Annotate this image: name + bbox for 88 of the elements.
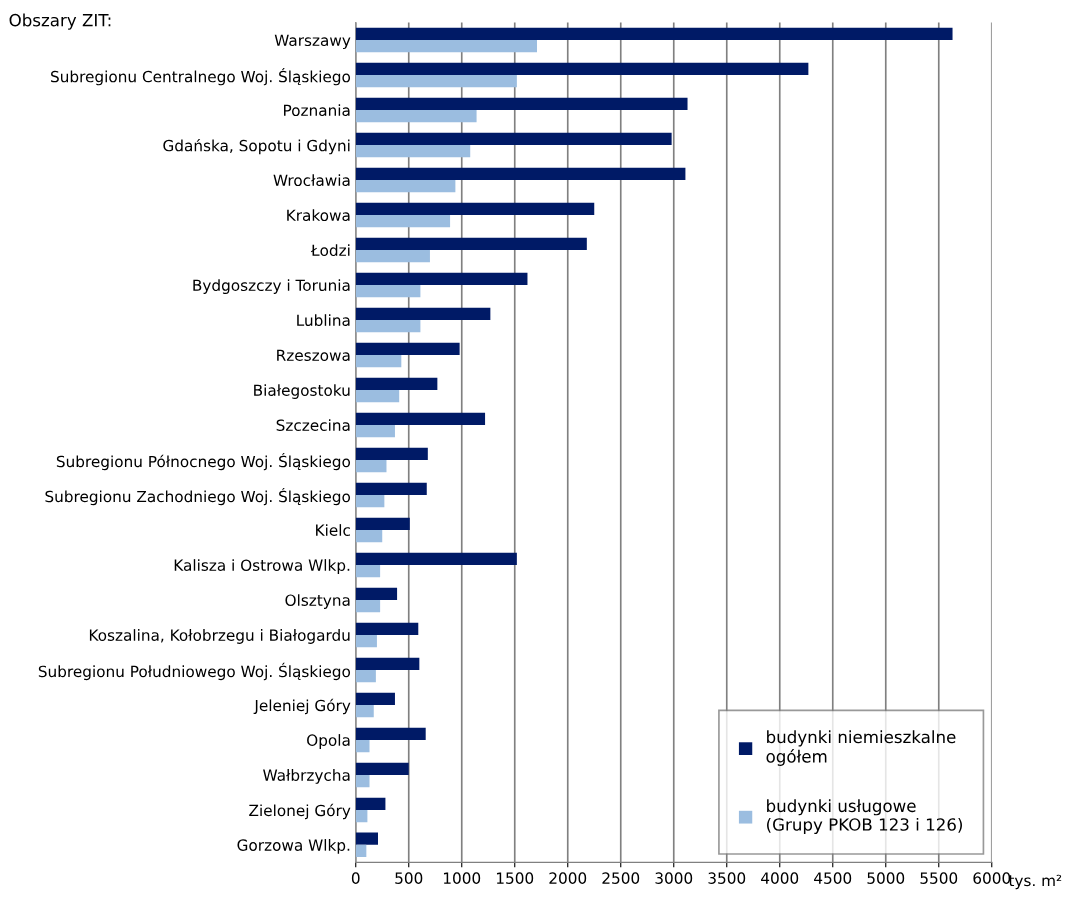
x-tick-label: 6000 bbox=[973, 872, 1011, 884]
bar bbox=[355, 389, 400, 403]
bar bbox=[355, 564, 381, 578]
y-tick-label: Gorzowa Wlkp. bbox=[237, 839, 350, 854]
bar bbox=[355, 459, 387, 473]
bar bbox=[355, 669, 376, 683]
bar bbox=[355, 552, 517, 565]
bar bbox=[355, 412, 486, 425]
bar bbox=[355, 215, 451, 228]
x-tick-label: 4000 bbox=[761, 872, 799, 884]
bar bbox=[355, 447, 428, 460]
x-tick-label: 2000 bbox=[549, 872, 587, 884]
bar bbox=[355, 320, 421, 333]
bar bbox=[355, 797, 386, 810]
bar bbox=[355, 692, 395, 705]
y-tick-label: Białegostoku bbox=[254, 384, 350, 399]
bar bbox=[355, 599, 381, 613]
bar bbox=[355, 762, 409, 775]
y-tick-label: Wałbrzycha bbox=[263, 769, 350, 784]
y-tick-label: Bydgoszczy i Torunia bbox=[193, 279, 350, 294]
bar bbox=[355, 832, 378, 845]
bar bbox=[355, 180, 456, 193]
bar bbox=[355, 354, 402, 368]
bar bbox=[355, 237, 587, 251]
bar bbox=[355, 727, 426, 740]
bar bbox=[355, 494, 385, 508]
legend-label: budynki usługowe (Grupy PKOB 123 i 126) bbox=[767, 799, 962, 835]
bar bbox=[355, 97, 688, 111]
y-tick-label: Warszawy bbox=[274, 34, 351, 50]
bar bbox=[355, 132, 672, 146]
x-tick-label: 5500 bbox=[920, 872, 958, 884]
bar bbox=[355, 634, 377, 648]
y-tick-label: Łodzi bbox=[310, 244, 350, 257]
bar bbox=[355, 202, 595, 216]
bar bbox=[355, 809, 368, 823]
bar bbox=[355, 377, 438, 390]
y-tick-label: Subregionu Zachodniego Woj. Śląskiego bbox=[45, 487, 351, 506]
bar bbox=[355, 75, 517, 88]
bar bbox=[355, 844, 367, 858]
bar bbox=[355, 62, 809, 76]
bar bbox=[355, 482, 427, 495]
y-tick-label: Wrocławia bbox=[273, 174, 350, 187]
y-tick-label: Poznania bbox=[284, 104, 350, 117]
bar bbox=[355, 145, 471, 158]
y-tick-label: Krakowa bbox=[287, 209, 350, 222]
bar bbox=[355, 272, 528, 286]
bar bbox=[355, 307, 491, 320]
y-tick-label: Szczecina bbox=[276, 419, 350, 431]
x-tick-label: 5000 bbox=[867, 872, 905, 884]
y-tick-label: Subregionu Północnego Woj. Śląskiego bbox=[56, 452, 351, 471]
x-tick-label: 3500 bbox=[708, 872, 746, 884]
x-tick-label: 2500 bbox=[602, 872, 640, 884]
bar bbox=[355, 529, 383, 543]
y-tick-label: Zielonej Góry bbox=[249, 803, 351, 820]
y-tick-label: Kalisza i Ostrowa Wlkp. bbox=[174, 559, 350, 574]
y-tick-label: Jeleniej Góry bbox=[253, 698, 351, 715]
y-tick-label: Subregionu Południowego Woj. Śląskiego bbox=[38, 662, 351, 681]
x-tick-label: 1000 bbox=[443, 872, 481, 884]
y-tick-label: Opola bbox=[307, 734, 350, 749]
bar bbox=[355, 774, 370, 788]
bar bbox=[355, 587, 398, 600]
x-tick-label: 3000 bbox=[655, 872, 693, 884]
bar bbox=[355, 27, 953, 41]
bar bbox=[355, 739, 370, 753]
bar bbox=[355, 250, 430, 263]
text: Obszary ZIT: bbox=[9, 13, 111, 30]
x-tick-label: 1500 bbox=[496, 872, 534, 884]
bar bbox=[355, 110, 477, 123]
x-tick-label: 0 bbox=[351, 872, 360, 884]
y-tick-label: Lublina bbox=[297, 314, 350, 327]
bar bbox=[355, 517, 410, 530]
x-tick-label: 500 bbox=[395, 872, 423, 884]
bar bbox=[355, 657, 420, 670]
y-tick-label: Subregionu Centralnego Woj. Śląskiego bbox=[51, 67, 351, 86]
y-tick-label: Gdańska, Sopotu i Gdyni bbox=[163, 138, 350, 155]
y-tick-label: Koszalina, Kołobrzegu i Białogardu bbox=[89, 629, 350, 644]
legend-label: budynki niemieszkalne ogółem bbox=[766, 730, 956, 766]
y-tick-label: Kielc bbox=[316, 524, 350, 536]
bar bbox=[355, 704, 374, 718]
bar bbox=[355, 285, 421, 298]
bar bbox=[355, 424, 395, 438]
bar bbox=[355, 342, 460, 355]
bar bbox=[355, 40, 538, 53]
y-tick-label: Olsztyna bbox=[285, 594, 350, 609]
bar bbox=[355, 622, 419, 635]
y-tick-label: Rzeszowa bbox=[277, 349, 350, 362]
x-tick-label: 4500 bbox=[814, 872, 852, 884]
bar bbox=[355, 167, 686, 181]
